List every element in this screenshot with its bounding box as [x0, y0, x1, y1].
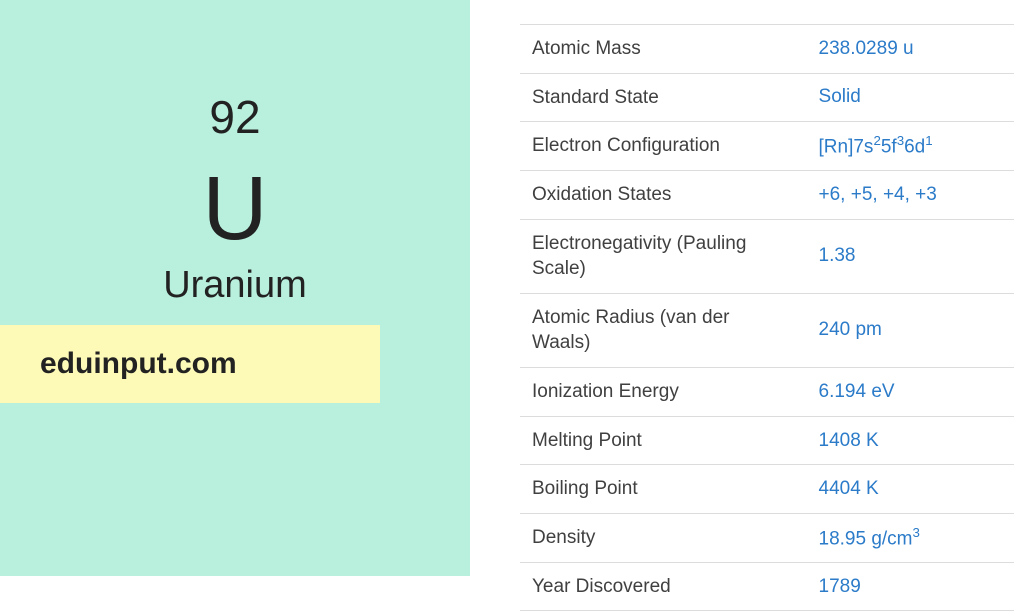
property-label: Electronegativity (Pauling Scale) [520, 219, 807, 293]
property-value: 18.95 g/cm3 [807, 514, 1014, 563]
property-label: Atomic Radius (van der Waals) [520, 293, 807, 367]
property-value: Solid [807, 73, 1014, 122]
property-label: Standard State [520, 73, 807, 122]
element-card: 92 U Uranium eduinput.com [0, 0, 470, 576]
property-label: Oxidation States [520, 170, 807, 219]
table-row: Ionization Energy6.194 eV [520, 368, 1014, 417]
watermark-label: eduinput.com [0, 325, 380, 403]
table-row: Standard StateSolid [520, 73, 1014, 122]
properties-panel: Atomic Mass238.0289 uStandard StateSolid… [470, 0, 1024, 576]
property-value: [Rn]7s25f36d1 [807, 122, 1014, 171]
property-value: 1789 [807, 562, 1014, 611]
table-row: Electron Configuration[Rn]7s25f36d1 [520, 122, 1014, 171]
table-row: Atomic Radius (van der Waals)240 pm [520, 293, 1014, 367]
property-label: Density [520, 514, 807, 563]
property-label: Ionization Energy [520, 368, 807, 417]
property-label: Electron Configuration [520, 122, 807, 171]
table-row: Atomic Mass238.0289 u [520, 25, 1014, 74]
properties-table: Atomic Mass238.0289 uStandard StateSolid… [520, 24, 1014, 611]
property-label: Atomic Mass [520, 25, 807, 74]
table-row: Year Discovered1789 [520, 562, 1014, 611]
element-name: Uranium [163, 264, 307, 307]
property-value: 4404 K [807, 465, 1014, 514]
table-row: Oxidation States+6, +5, +4, +3 [520, 170, 1014, 219]
table-row: Melting Point1408 K [520, 416, 1014, 465]
property-label: Boiling Point [520, 465, 807, 514]
property-value: +6, +5, +4, +3 [807, 170, 1014, 219]
table-row: Electronegativity (Pauling Scale)1.38 [520, 219, 1014, 293]
property-value: 238.0289 u [807, 25, 1014, 74]
table-row: Density18.95 g/cm3 [520, 514, 1014, 563]
table-row: Boiling Point4404 K [520, 465, 1014, 514]
property-label: Melting Point [520, 416, 807, 465]
property-value: 6.194 eV [807, 368, 1014, 417]
property-value: 1408 K [807, 416, 1014, 465]
property-label: Year Discovered [520, 562, 807, 611]
element-symbol: U [203, 164, 268, 254]
atomic-number: 92 [209, 90, 260, 144]
property-value: 240 pm [807, 293, 1014, 367]
property-value: 1.38 [807, 219, 1014, 293]
